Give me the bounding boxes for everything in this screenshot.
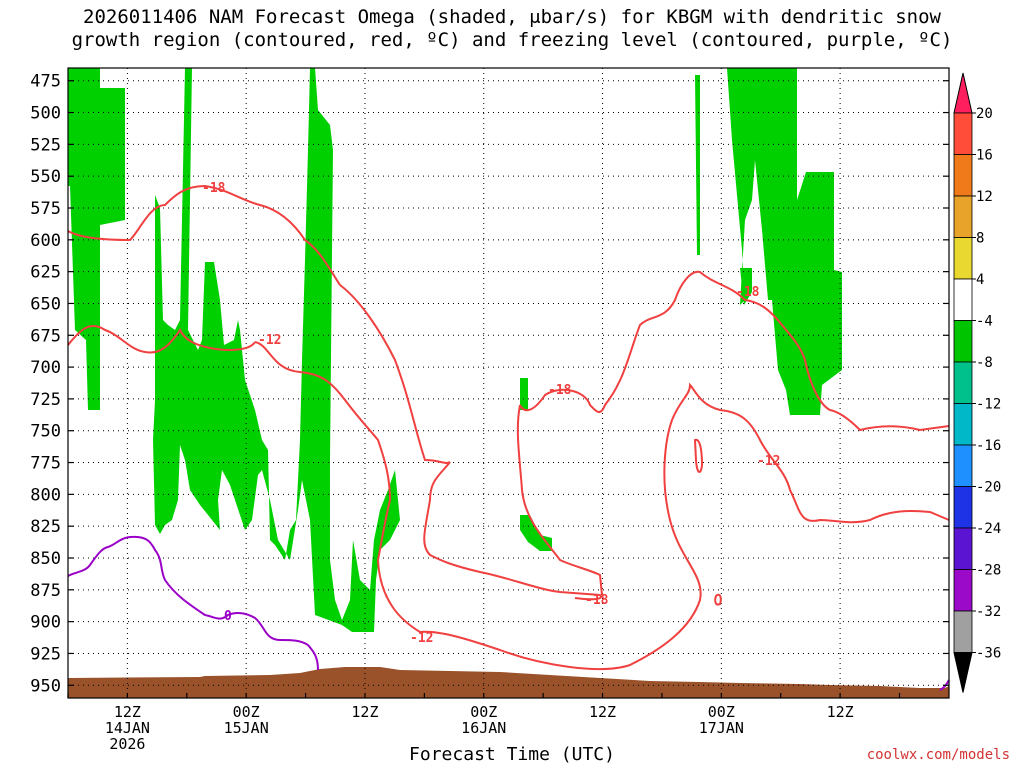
- y-tick-label: 800: [30, 485, 61, 505]
- freezing-level-contours: [67, 535, 950, 691]
- colorbar-cell: [953, 195, 973, 238]
- colorbar-label: -32: [976, 604, 1001, 620]
- colorbar-label: -36: [976, 646, 1001, 662]
- y-tick-label: 900: [30, 613, 61, 633]
- colorbar-cell: [953, 403, 973, 446]
- colorbar-cell: [953, 569, 973, 612]
- y-tick-label: 700: [30, 358, 61, 378]
- colorbar-cell: [953, 154, 973, 197]
- y-tick-label: 500: [30, 104, 61, 124]
- colorbar-label: 12: [976, 189, 993, 205]
- x-tick-label: 00Z: [233, 703, 260, 721]
- omega-shade-region-4: [520, 515, 552, 551]
- temperature-contour-label: -18: [736, 285, 760, 300]
- colorbar-label: -28: [976, 563, 1001, 579]
- x-tick-label: 15JAN: [224, 719, 269, 737]
- colorbar-cell: [953, 444, 973, 487]
- colorbar-cell: [953, 610, 973, 653]
- omega-shade-region-5: [695, 75, 700, 255]
- y-axis: 475 500 525 550 575 600 625 650 675 700 725 750 775 8…: [30, 72, 949, 696]
- temperature-contour-label: -12: [258, 333, 281, 348]
- y-tick-label: 675: [30, 326, 61, 346]
- colorbar-top-triangle: [953, 72, 973, 114]
- y-tick-label: 875: [30, 581, 61, 601]
- x-tick-label: 00Z: [470, 703, 497, 721]
- temperature-contour-label: -12: [410, 631, 433, 646]
- omega-shade-region-6: [727, 68, 842, 415]
- x-tick-label: 17JAN: [699, 719, 744, 737]
- y-tick-label: 650: [30, 294, 61, 314]
- temperature-contour-1: [67, 184, 602, 601]
- x-tick-label: 16JAN: [461, 719, 506, 737]
- temperature-contour-4: [519, 270, 950, 432]
- contour-labels: -18 -12 -12 -18 -18 -12 -18 0: [202, 181, 780, 646]
- temperature-contour-7: [714, 593, 722, 606]
- y-tick-label: 850: [30, 549, 61, 569]
- y-tick-label: 725: [30, 390, 61, 410]
- x-tick-label: 00Z: [708, 703, 735, 721]
- colorbar-cell: [953, 237, 973, 280]
- colorbar-cell: [953, 278, 973, 321]
- y-tick-label: 950: [30, 676, 61, 696]
- x-tick-label: 2026: [109, 735, 145, 753]
- credit-text: coolwx.com/models: [866, 747, 1010, 763]
- terrain-fill: [68, 667, 949, 698]
- temperature-contour-label: -18: [585, 593, 609, 608]
- colorbar-label: -16: [976, 438, 1001, 454]
- omega-shading: [68, 68, 842, 632]
- temperature-contour-6: [693, 438, 704, 473]
- freezing-contour-label: 0: [224, 609, 232, 624]
- y-tick-label: 825: [30, 517, 61, 537]
- y-tick-label: 775: [30, 454, 61, 474]
- colorbar-label: 4: [976, 272, 984, 288]
- y-tick-label: 475: [30, 72, 61, 92]
- x-tick-label: 14JAN: [105, 719, 150, 737]
- x-tick-label: 12Z: [114, 703, 141, 721]
- x-tick-label: 12Z: [589, 703, 616, 721]
- omega-shade-region-7: [740, 268, 752, 305]
- freezing-contour-1: [67, 535, 319, 671]
- temperature-contour-label: -12: [757, 454, 780, 469]
- temperature-contour-label: -18: [202, 181, 226, 196]
- colorbar: 20 16 12 8 4 -4 -8 -12 -16 -20 -24 -28 -32 -36: [953, 72, 1001, 693]
- y-tick-label: 525: [30, 135, 61, 155]
- colorbar-label: -20: [976, 480, 1001, 496]
- temperature-contour-label: -18: [548, 383, 572, 398]
- colorbar-label: -8: [976, 355, 993, 371]
- colorbar-cell: [953, 361, 973, 404]
- colorbar-label: -12: [976, 397, 1001, 413]
- y-tick-label: 750: [30, 422, 61, 442]
- temperature-contour-3: [254, 341, 950, 670]
- omega-shade-region-3: [520, 378, 528, 410]
- chart-title-line1: 2026011406 NAM Forecast Omega (shaded, μ…: [83, 6, 941, 28]
- colorbar-label: 8: [976, 231, 984, 247]
- temperature-contours: [67, 184, 950, 670]
- chart-title: 2026011406 NAM Forecast Omega (shaded, μ…: [0, 6, 1024, 52]
- y-tick-label: 925: [30, 644, 61, 664]
- y-tick-label: 575: [30, 199, 61, 219]
- x-tick-label: 12Z: [827, 703, 854, 721]
- y-tick-label: 550: [30, 167, 61, 187]
- temperature-contour-2: [67, 325, 256, 354]
- terrain: [68, 667, 949, 698]
- y-tick-label: 625: [30, 263, 61, 283]
- temperature-contour-5: [516, 404, 603, 596]
- colorbar-label: -4: [976, 314, 993, 330]
- x-tick-label: 12Z: [351, 703, 378, 721]
- y-tick-label: 600: [30, 231, 61, 251]
- x-axis-label: Forecast Time (UTC): [409, 744, 615, 765]
- colorbar-label: 20: [976, 106, 993, 122]
- omega-shade-region-2: [153, 68, 400, 632]
- chart-title-line2: growth region (contoured, red, ºC) and f…: [71, 29, 953, 51]
- colorbar-cell: [953, 527, 973, 570]
- colorbar-cell: [953, 486, 973, 529]
- colorbar-cell: [953, 320, 973, 363]
- colorbar-bottom-triangle: [953, 652, 973, 693]
- colorbar-label: 16: [976, 148, 993, 164]
- colorbar-label: -24: [976, 521, 1001, 537]
- plot-frame: [67, 67, 950, 699]
- colorbar-cell: [953, 112, 973, 155]
